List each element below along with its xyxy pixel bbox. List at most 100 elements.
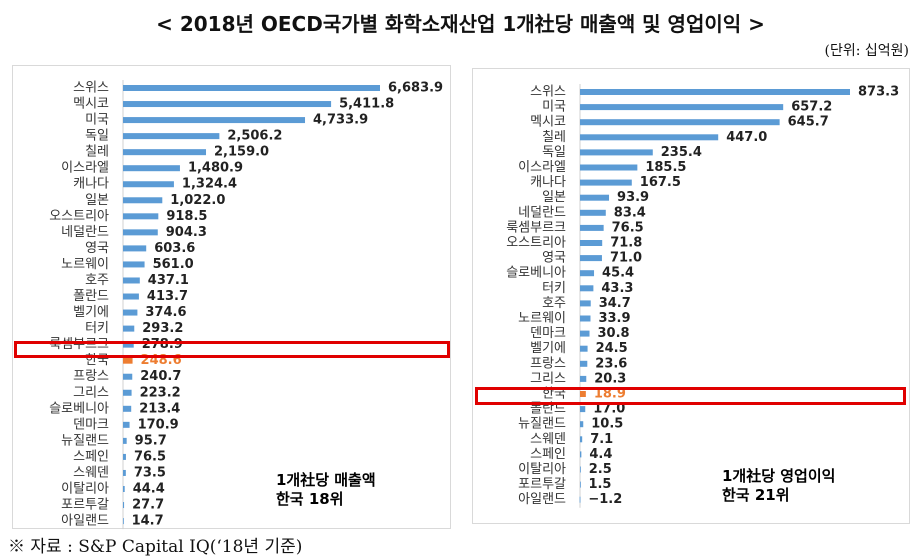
bar — [580, 436, 583, 443]
category-label: 프랑스 — [530, 356, 566, 371]
category-label: 이탈리아 — [518, 462, 566, 477]
data-label: 27.7 — [132, 498, 164, 513]
profit-note: 1개社당 영업이익 한국 21위 — [722, 467, 835, 505]
bar — [580, 134, 719, 141]
data-label: 76.5 — [612, 220, 644, 235]
bar — [123, 405, 132, 412]
category-label: 룩셈부르크 — [49, 337, 109, 352]
category-label: 스웨덴 — [530, 432, 566, 447]
data-label: 374.6 — [145, 305, 186, 320]
sales-note: 1개社당 매출액 한국 18위 — [276, 471, 376, 509]
data-label: 413.7 — [147, 289, 188, 304]
bar-highlight — [580, 391, 586, 397]
data-label: 7.1 — [590, 432, 613, 447]
category-label: 오스트리아 — [506, 236, 566, 251]
category-label: 칠레 — [542, 130, 566, 145]
data-label: 93.9 — [617, 190, 649, 205]
category-label: 뉴질랜드 — [518, 417, 566, 432]
category-label: 벨기에 — [530, 341, 566, 356]
bar — [123, 518, 124, 525]
data-label: 278.9 — [142, 337, 183, 352]
data-label: 1,022.0 — [170, 193, 225, 208]
bar — [123, 453, 126, 460]
bar — [580, 255, 602, 262]
category-label: 네덜란드 — [518, 205, 566, 220]
data-label: 5,411.8 — [339, 97, 394, 112]
bar — [123, 502, 125, 509]
category-label: 그리스 — [530, 371, 566, 386]
category-label: 호주 — [85, 273, 109, 288]
profit-note-line2: 한국 21위 — [722, 486, 790, 504]
bar — [123, 309, 138, 316]
data-label: 23.6 — [595, 356, 627, 371]
category-label: 멕시코 — [73, 97, 109, 112]
category-label: 일본 — [542, 190, 566, 205]
data-label: 4.4 — [589, 447, 612, 462]
data-label: 447.0 — [726, 130, 767, 145]
bar — [580, 179, 632, 186]
category-label: 덴마크 — [530, 326, 566, 341]
data-label: 44.4 — [133, 482, 165, 497]
data-label: 6,683.9 — [388, 81, 443, 96]
data-label: 76.5 — [134, 449, 166, 464]
data-label: 17.0 — [593, 402, 625, 417]
category-label: 이탈리아 — [61, 482, 109, 497]
data-label: 73.5 — [134, 465, 166, 480]
data-label: 4,733.9 — [313, 113, 368, 128]
bar — [580, 240, 603, 246]
data-label: 2.5 — [589, 462, 612, 477]
bar — [580, 285, 594, 292]
data-label: 18.9 — [594, 387, 626, 402]
bar — [123, 261, 145, 268]
bar — [123, 389, 132, 396]
bar — [123, 469, 126, 476]
bar — [580, 194, 610, 201]
data-label: 24.5 — [596, 341, 628, 356]
category-label: 노르웨이 — [61, 257, 109, 272]
data-label: −1.2 — [588, 492, 622, 507]
profit-chart-panel — [472, 68, 910, 524]
data-label: 71.8 — [610, 236, 642, 251]
bar — [580, 466, 581, 473]
bar — [580, 104, 784, 111]
category-label: 미국 — [542, 100, 566, 115]
data-label: 240.7 — [140, 369, 181, 384]
bar — [123, 213, 159, 220]
bar-highlight — [123, 357, 133, 364]
bar — [580, 300, 591, 307]
korea-highlight-box-sales — [14, 341, 450, 358]
category-label: 독일 — [542, 145, 566, 160]
category-label: 스페인 — [530, 447, 566, 462]
bar — [580, 375, 587, 382]
unit-label: (단위: 십억원) — [824, 43, 910, 59]
category-label: 영국 — [85, 241, 109, 256]
category-label: 캐나다 — [530, 175, 566, 190]
bar — [123, 245, 147, 252]
bar — [123, 165, 180, 172]
bar — [580, 89, 850, 95]
bar — [580, 209, 606, 216]
data-label: 657.2 — [791, 100, 832, 115]
data-label: 83.4 — [614, 205, 646, 220]
category-label: 아일랜드 — [61, 514, 109, 529]
category-label: 일본 — [85, 193, 109, 208]
category-label: 스위스 — [73, 81, 109, 96]
category-label: 이스라엘 — [518, 160, 566, 175]
bar — [123, 133, 220, 140]
bar — [580, 406, 586, 413]
data-label: 603.6 — [154, 241, 195, 256]
data-label: 1.5 — [588, 477, 611, 492]
bar — [123, 197, 163, 204]
category-label: 뉴질랜드 — [61, 433, 109, 448]
category-label: 한국 — [542, 387, 566, 402]
data-label: 45.4 — [602, 266, 634, 281]
data-label: 2,159.0 — [214, 145, 269, 160]
bar — [580, 330, 590, 337]
sales-note-line2: 한국 18위 — [276, 490, 344, 508]
category-label: 캐나다 — [73, 177, 109, 192]
category-label: 슬로베니아 — [506, 266, 566, 281]
category-label: 네덜란드 — [61, 225, 109, 240]
category-label: 터키 — [542, 281, 566, 296]
data-label: 43.3 — [601, 281, 633, 296]
